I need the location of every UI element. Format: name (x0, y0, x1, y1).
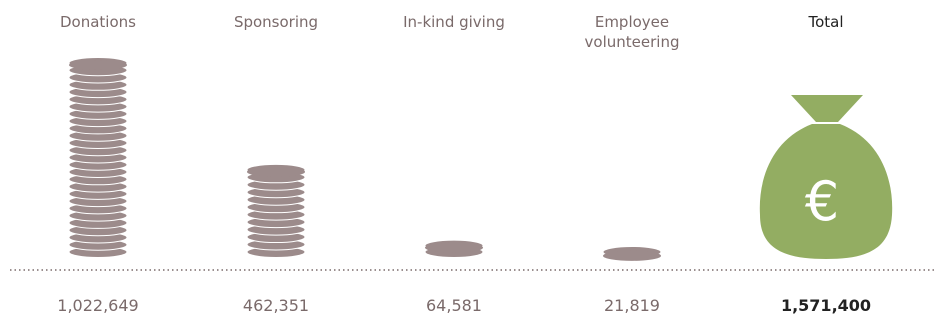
coin-stack (69, 58, 127, 258)
value-label: 21,819 (557, 296, 707, 315)
category-label: Employee volunteering (557, 12, 707, 52)
total-label: Total (751, 12, 901, 32)
chart: € (0, 0, 942, 318)
total-value: 1,571,400 (751, 296, 901, 315)
coin-top (247, 167, 305, 177)
currency-symbol: € (805, 170, 839, 233)
coin-stack (603, 247, 661, 261)
coin-top (425, 243, 483, 253)
value-label: 462,351 (201, 296, 351, 315)
coin-stack (247, 164, 305, 257)
category-label: In-kind giving (379, 12, 529, 32)
infographic: € Donations 1,022,649 Sponsoring 462,351 In-… (0, 0, 942, 318)
value-label: 1,022,649 (23, 296, 173, 315)
bag-neck (791, 95, 863, 122)
coin-top (603, 251, 661, 261)
value-label: 64,581 (379, 296, 529, 315)
coin-stack (425, 240, 483, 257)
coin-top (69, 60, 127, 70)
category-label: Donations (23, 12, 173, 32)
category-label: Sponsoring (201, 12, 351, 32)
